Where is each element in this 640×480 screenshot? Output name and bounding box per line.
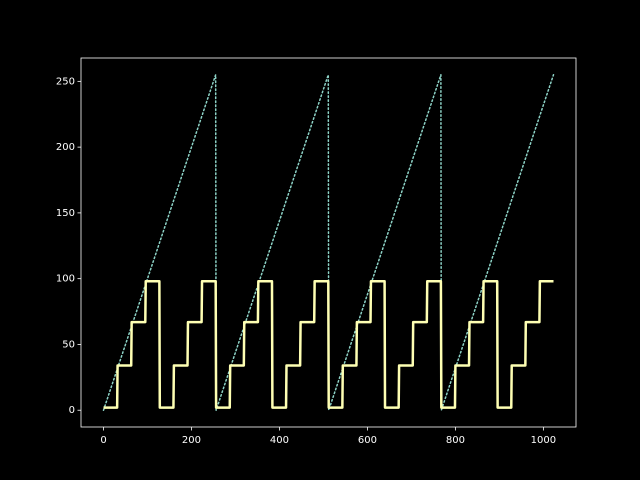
axes-frame [80, 57, 577, 428]
x-tick-label: 1000 [531, 435, 556, 446]
x-tick-label: 600 [358, 435, 377, 446]
x-tick-label: 800 [446, 435, 465, 446]
y-tick-label: 200 [56, 142, 75, 153]
y-tick-label: 100 [56, 274, 75, 285]
x-tick-label: 0 [100, 435, 106, 446]
series-line [103, 280, 554, 409]
x-tick-label: 200 [182, 435, 201, 446]
y-tick-label: 250 [56, 76, 75, 87]
x-tick-label: 400 [270, 435, 289, 446]
y-tick-label: 150 [56, 208, 75, 219]
y-tick-label: 50 [62, 339, 75, 350]
y-tick-label: 0 [69, 405, 75, 416]
